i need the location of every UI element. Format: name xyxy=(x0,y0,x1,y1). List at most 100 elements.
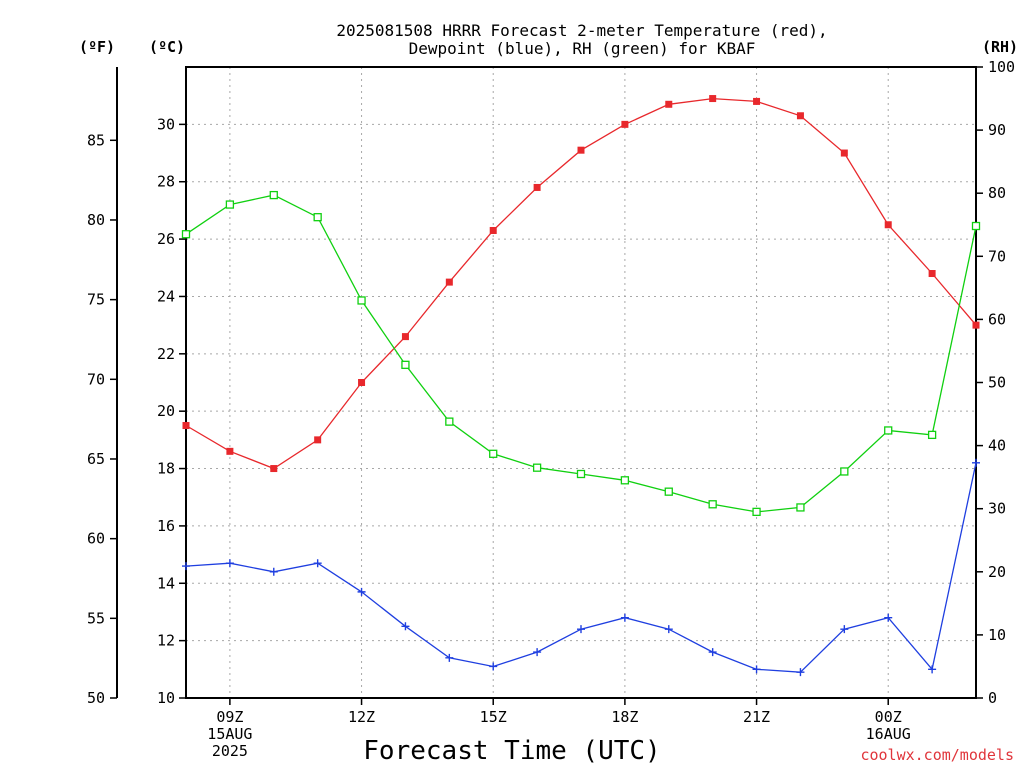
rh-tick-label: 10 xyxy=(988,626,1006,644)
dewpoint-point xyxy=(972,458,980,467)
rh-point xyxy=(796,503,805,512)
plot-frame xyxy=(185,66,977,699)
rh-point xyxy=(840,467,849,476)
temperature-point xyxy=(314,436,322,444)
dewpoint-point xyxy=(313,559,322,568)
rh-point xyxy=(401,360,410,369)
temperature-point xyxy=(270,465,278,473)
chart-title-line-1: 2025081508 HRRR Forecast 2-meter Tempera… xyxy=(336,21,827,40)
x-tick-label: 00Z 16AUG xyxy=(866,708,911,743)
celsius-unit-label: (ºC) xyxy=(149,38,185,56)
x-tick-label: 12Z xyxy=(348,708,375,726)
fahrenheit-tick-label: 50 xyxy=(87,689,105,707)
credit-text: coolwx.com/models xyxy=(860,746,1014,764)
rh-point xyxy=(664,487,673,496)
rh-point xyxy=(225,200,235,209)
temperature-point xyxy=(533,183,541,191)
dewpoint-point xyxy=(401,622,410,631)
dewpoint-point xyxy=(357,587,366,596)
grid-layer xyxy=(186,67,976,699)
temperature-point xyxy=(401,333,409,341)
rh-point xyxy=(489,449,498,458)
temperature-point xyxy=(753,97,761,105)
temperature-point xyxy=(709,95,717,103)
rh-point xyxy=(708,500,717,509)
temperature-point xyxy=(182,422,190,430)
x-tick-label: 15Z xyxy=(480,708,507,726)
dewpoint-point xyxy=(840,625,849,634)
temperature-point xyxy=(840,149,848,157)
fahrenheit-tick-label: 75 xyxy=(87,291,105,309)
rh-tick-label: 60 xyxy=(988,310,1006,328)
celsius-tick-label: 30 xyxy=(157,115,175,133)
rh-point xyxy=(532,463,542,472)
rh-point xyxy=(181,230,191,239)
rh-point xyxy=(576,469,586,479)
dewpoint-point xyxy=(533,648,542,657)
dewpoint-point xyxy=(752,665,761,674)
temperature-point xyxy=(884,221,892,229)
temperature-point xyxy=(928,270,936,278)
rh-tick-label: 70 xyxy=(988,247,1006,265)
celsius-tick-label: 14 xyxy=(157,574,175,592)
dewpoint-point xyxy=(269,567,278,576)
celsius-tick-label: 16 xyxy=(157,517,175,535)
fahrenheit-tick-label: 80 xyxy=(87,211,105,229)
celsius-tick-label: 12 xyxy=(157,632,175,650)
dewpoint-point xyxy=(884,613,893,622)
temperature-point xyxy=(577,146,585,154)
temperature-point xyxy=(445,278,453,286)
celsius-tick-label: 24 xyxy=(157,287,175,305)
dewpoint-point xyxy=(225,559,234,568)
rh-point xyxy=(884,426,893,435)
celsius-tick-label: 22 xyxy=(157,345,175,363)
temperature-point xyxy=(489,226,497,234)
rh-unit-label: (RH) xyxy=(982,38,1018,56)
rh-point xyxy=(752,507,761,517)
temperature-point xyxy=(621,120,629,128)
celsius-tick-label: 26 xyxy=(157,230,175,248)
rh-tick-label: 40 xyxy=(988,437,1006,455)
series-layer xyxy=(181,95,981,677)
dewpoint-point xyxy=(445,653,454,662)
celsius-tick-label: 18 xyxy=(157,460,175,478)
rh-point xyxy=(620,476,630,485)
rh-tick-label: 100 xyxy=(988,58,1015,76)
rh-point xyxy=(927,430,937,440)
temperature-point xyxy=(226,447,234,455)
celsius-tick-label: 28 xyxy=(157,173,175,191)
rh-point xyxy=(269,190,278,200)
fahrenheit-tick-label: 65 xyxy=(87,450,105,468)
fahrenheit-tick-label: 55 xyxy=(87,609,105,627)
x-axis-label: Forecast Time (UTC) xyxy=(363,736,660,766)
celsius-tick-label: 20 xyxy=(157,402,175,420)
chart-title-line-2: Dewpoint (blue), RH (green) for KBAF xyxy=(409,39,756,58)
fahrenheit-unit-label: (ºF) xyxy=(79,38,115,56)
rh-point xyxy=(971,221,981,231)
rh-tick-label: 90 xyxy=(988,121,1006,139)
dewpoint-point xyxy=(489,662,498,671)
x-tick-label: 18Z xyxy=(611,708,638,726)
temperature-point xyxy=(796,112,804,120)
rh-tick-label: 80 xyxy=(988,184,1006,202)
rh-point xyxy=(357,296,366,305)
rh-tick-label: 20 xyxy=(988,563,1006,581)
rh-tick-label: 30 xyxy=(988,500,1006,518)
fahrenheit-tick-label: 60 xyxy=(87,530,105,548)
dewpoint-line xyxy=(185,462,977,673)
dewpoint-point xyxy=(796,668,805,677)
fahrenheit-tick-label: 70 xyxy=(87,370,105,388)
dewpoint-point xyxy=(928,665,937,674)
rh-point xyxy=(445,417,454,426)
dewpoint-point xyxy=(620,613,629,622)
x-tick-label: 21Z xyxy=(743,708,770,726)
fahrenheit-tick-label: 85 xyxy=(87,131,105,149)
axis-layer: 50 55 60 65 70 75 80 85 10 12 14 16 18 20 22 24 26 28 30 0 1… xyxy=(87,58,1015,760)
dewpoint-point xyxy=(182,562,190,571)
rh-tick-label: 50 xyxy=(988,374,1006,392)
temperature-point xyxy=(665,100,673,108)
celsius-tick-label: 10 xyxy=(157,689,175,707)
dewpoint-point xyxy=(664,625,673,634)
rh-line xyxy=(185,194,977,513)
